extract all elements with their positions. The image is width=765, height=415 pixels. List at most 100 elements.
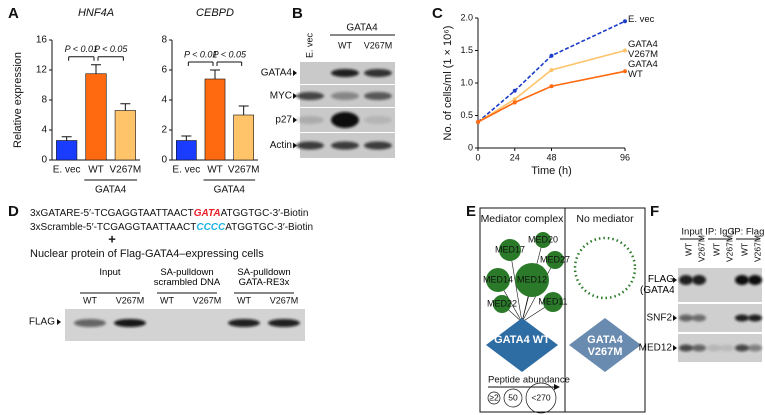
node [499,239,521,261]
x-tick-label: E. vec [172,165,200,176]
band [331,92,359,100]
error-bar [120,103,131,111]
y-tick-label: 2 [161,125,167,136]
band [692,275,706,285]
x-tick-label: 48 [546,152,556,162]
group-label-box: SA-pulldown scrambled DNA [154,268,221,288]
point [623,69,627,74]
panel-letter: A [8,5,19,22]
group-label: GATA4 [214,185,246,196]
group-label: GATA4 [95,185,127,196]
error-bar [238,105,249,115]
band [748,275,762,285]
sequence-prefix: 3xGATARE-5′-TCGAGGTAATTAACT [30,208,194,219]
y-tick-label: 2.0 [460,12,473,22]
diamond [569,318,641,372]
diamond-label-box: GATA4 V267M [587,334,623,358]
lane-label: V267M [696,235,706,262]
band [296,141,324,150]
arrow-head [554,384,560,390]
error-bar [210,69,220,79]
y-tick-label: 1.0 [460,77,473,87]
pointer [673,277,677,283]
pointer [57,319,61,325]
lane-label: WT [683,243,693,256]
point [549,68,554,72]
legend-circle [503,388,523,408]
y-tick-label: 16 [36,35,48,46]
error-bar [181,135,192,141]
series-label: GATA4 WT [628,60,658,81]
pointer [293,142,297,149]
bar [176,140,197,161]
node [546,251,564,269]
legend-label: 50 [508,392,518,402]
diamond-label-box: GATA4 WT [494,334,550,346]
node [535,232,551,248]
band [74,319,106,327]
row-label: FLAG (GATA4) [640,274,674,296]
y-tick-label: 0 [161,155,167,166]
legend-circle [487,391,501,405]
lane-label: V267M [116,295,145,305]
series-line [477,20,626,123]
left-title: Mediator complex [481,213,565,225]
band [748,344,762,352]
panel-letter: F [650,203,659,220]
lane-label: WT [160,295,174,305]
row-label: Actin [270,140,292,151]
blot-strip [678,268,762,302]
lane-label: WT [711,243,721,256]
p-value: P < 0.05 [213,49,247,59]
caption: Nuclear protein of Flag-GATA4–expressing… [30,248,264,260]
y-axis-label: Relative expression [12,52,24,148]
band [331,141,359,150]
bar [56,140,78,161]
series-label-box: GATA4 V267M [628,40,658,60]
y-tick-label: 4 [161,95,167,106]
sequence: 3xScramble-5′-TCGAGGTAATTAACTCCCCATGGTGC… [30,222,313,233]
p-value: P < 0.01 [184,49,217,59]
lane-label: WT [237,295,251,305]
bar [233,114,254,161]
node [486,268,510,292]
series-line [477,70,626,123]
lane-label: V267M [193,295,222,305]
band [296,92,324,100]
group-label: Input [681,227,702,238]
group-label: IP: Flag [732,227,765,238]
band [735,344,749,352]
band [735,275,749,285]
node-label: MED27 [540,254,570,264]
sequence-motif: GATA [194,208,221,219]
band [692,344,706,352]
band [364,69,392,77]
point [512,88,517,93]
y-tick-label: 0.5 [460,110,473,120]
band [679,275,693,285]
series-label: E. vec [628,15,655,26]
band [228,319,260,327]
x-tick-label: E. vec [53,165,81,176]
group-label: IP: IgG [705,227,735,238]
point [549,53,554,58]
group-label-box: Input [99,268,120,278]
diamond-label: GATA4 WT [494,334,550,346]
band [679,314,693,322]
panel-letter: C [432,5,443,22]
point [549,84,554,89]
bar [204,78,226,161]
bar [85,73,107,161]
band [268,319,300,327]
y-axis-label: No. of cells/ml (1 × 10⁶) [442,26,454,141]
plus: + [108,231,116,246]
panel-letter: E [466,203,476,220]
row-label: p27 [275,115,292,126]
diamond [486,318,558,372]
sequence: 3xGATARE-5′-TCGAGGTAATTAACTGATAATGGTGC-3… [30,208,308,219]
pointer [293,93,297,99]
band [748,314,762,322]
series-label-box: E. vec [628,15,655,26]
y-tick-label: 1.5 [460,45,473,55]
